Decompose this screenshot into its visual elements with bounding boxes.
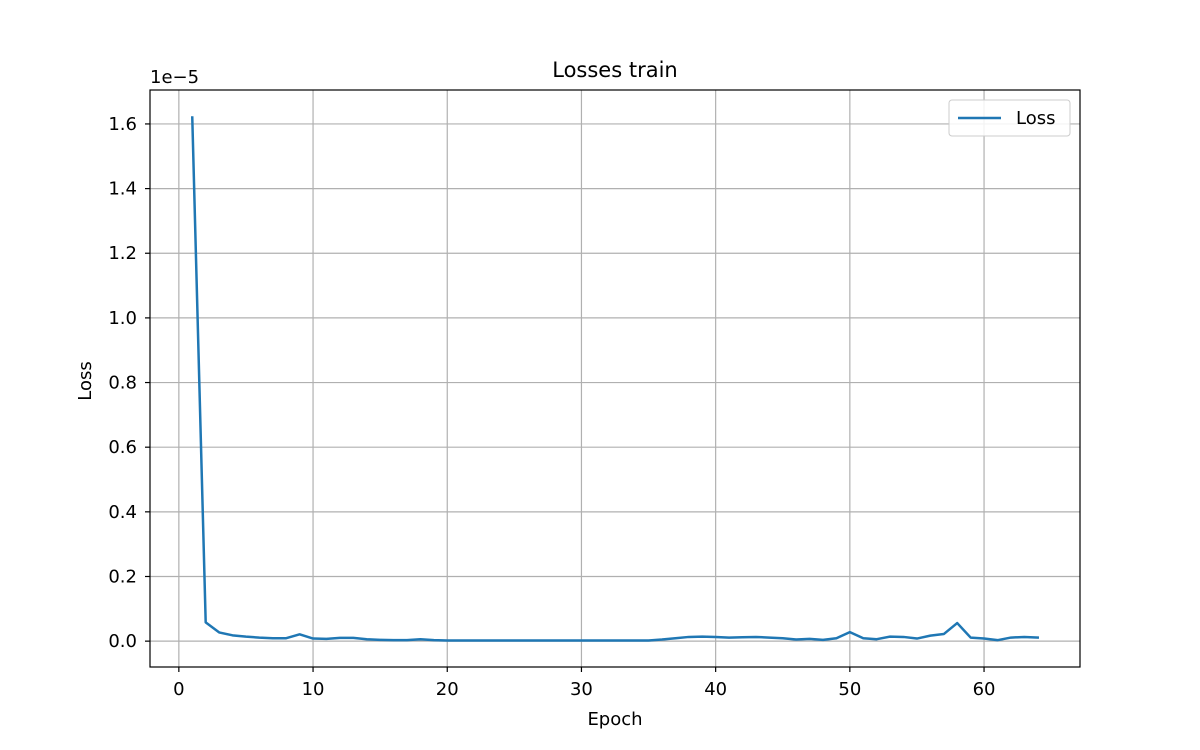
series-layer [190,116,1040,642]
legend: Loss [948,99,1071,137]
y-tick-label: 0.0 [108,631,137,652]
y-axis-label: Loss [75,361,96,400]
plot-frame [149,89,1081,668]
y-tick-label: 1.2 [108,243,137,264]
x-tick-label: 0 [173,679,184,700]
legend-box [948,99,1071,137]
y-tick-label: 0.8 [108,373,137,394]
series-line-loss [190,116,1040,642]
y-tick-label: 0.2 [108,566,137,587]
x-tick-label: 10 [302,679,325,700]
y-axis-offset-label: 1e−5 [150,67,199,88]
x-tick-label: 40 [704,679,727,700]
chart-title: Losses train [552,58,677,82]
y-axis-ticks: 0.0 0.2 0.4 0.6 0.8 1.0 1.2 1.4 1.6 [108,114,150,652]
x-tick-label: 60 [973,679,996,700]
x-axis-label: Epoch [587,709,642,730]
y-tick-label: 1.6 [108,114,137,135]
y-tick-label: 0.6 [108,437,137,458]
x-tick-label: 20 [436,679,459,700]
legend-entry-label: Loss [1016,108,1055,129]
grid [150,90,1080,667]
x-tick-label: 30 [570,679,593,700]
x-tick-label: 50 [838,679,861,700]
y-tick-label: 1.4 [108,179,137,200]
x-axis-ticks: 0 10 20 30 40 50 60 [173,667,996,700]
y-tick-label: 0.4 [108,502,137,523]
y-tick-label: 1.0 [108,308,137,329]
